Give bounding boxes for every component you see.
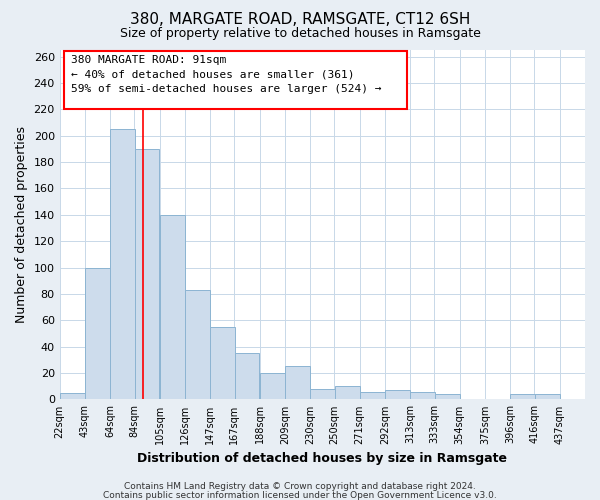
Bar (110, 129, 136, 400)
Bar (285, 366, 310, 400)
Y-axis label: Number of detached properties: Number of detached properties (15, 126, 28, 323)
Bar (260, 373, 285, 400)
Bar (85, 268, 110, 400)
Text: 380 MARGATE ROAD: 91sqm
← 40% of detached houses are smaller (361)
59% of semi-d: 380 MARGATE ROAD: 91sqm ← 40% of detache… (71, 56, 381, 94)
Bar (511, 394, 535, 400)
Bar (360, 392, 385, 400)
Bar (134, 149, 160, 400)
Bar (434, 394, 460, 400)
Bar (185, 290, 210, 400)
Text: Size of property relative to detached houses in Ramsgate: Size of property relative to detached ho… (119, 28, 481, 40)
Text: Contains HM Land Registry data © Crown copyright and database right 2024.: Contains HM Land Registry data © Crown c… (124, 482, 476, 491)
Text: 380, MARGATE ROAD, RAMSGATE, CT12 6SH: 380, MARGATE ROAD, RAMSGATE, CT12 6SH (130, 12, 470, 28)
Bar (160, 215, 185, 400)
Bar (385, 390, 410, 400)
Bar (535, 394, 560, 400)
Bar (60, 393, 85, 400)
Bar (335, 386, 359, 400)
FancyBboxPatch shape (64, 52, 407, 110)
X-axis label: Distribution of detached houses by size in Ramsgate: Distribution of detached houses by size … (137, 452, 508, 465)
Text: Contains public sector information licensed under the Open Government Licence v3: Contains public sector information licen… (103, 490, 497, 500)
Bar (235, 354, 259, 400)
Bar (310, 389, 335, 400)
Bar (211, 327, 235, 400)
Bar (410, 392, 436, 400)
